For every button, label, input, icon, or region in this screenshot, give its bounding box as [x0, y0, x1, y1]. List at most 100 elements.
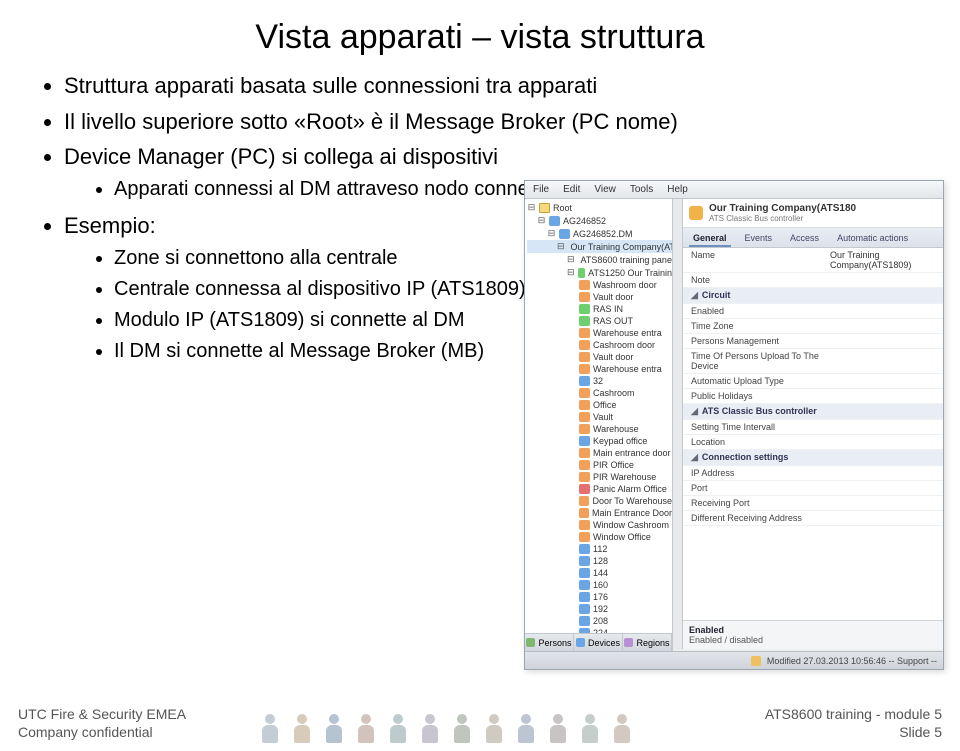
tree-toggle-icon[interactable]: ⊟: [567, 267, 575, 278]
tree-item[interactable]: Window Office: [527, 531, 672, 543]
tree-node-label: Panic Alarm Office: [593, 484, 667, 494]
property-value[interactable]: [826, 435, 943, 449]
tree-item[interactable]: ⊟ATS1250 Our Trainin: [527, 266, 672, 279]
property-value[interactable]: [826, 389, 943, 403]
tree-item[interactable]: Door To Warehouse: [527, 495, 672, 507]
property-value[interactable]: [826, 496, 943, 510]
tree-item[interactable]: Office: [527, 399, 672, 411]
tree-item[interactable]: ⊟AG246852: [527, 214, 672, 227]
tree-item[interactable]: 112: [527, 543, 672, 555]
property-value[interactable]: [826, 273, 943, 287]
tree-item[interactable]: Main entrance door: [527, 447, 672, 459]
tree-toggle-icon[interactable]: ⊟: [527, 202, 536, 213]
tree-item[interactable]: Window Cashroom: [527, 519, 672, 531]
property-row[interactable]: Persons Management: [683, 334, 943, 349]
menu-view[interactable]: View: [594, 184, 616, 195]
property-value[interactable]: [826, 481, 943, 495]
menu-file[interactable]: File: [533, 184, 549, 195]
tree-node-icon: [579, 280, 590, 290]
tree-item[interactable]: RAS OUT: [527, 315, 672, 327]
property-row[interactable]: Setting Time Intervall: [683, 420, 943, 435]
tree-item[interactable]: 160: [527, 579, 672, 591]
tree-node-label: Cashroom door: [593, 340, 655, 350]
property-row[interactable]: Location: [683, 435, 943, 450]
tree-item[interactable]: ⊟ Root: [527, 201, 672, 214]
property-row[interactable]: Enabled: [683, 304, 943, 319]
property-row[interactable]: Different Receiving Address: [683, 511, 943, 526]
tree-item[interactable]: 144: [527, 567, 672, 579]
property-key: Port: [683, 481, 826, 495]
property-value[interactable]: [826, 466, 943, 480]
property-value[interactable]: Our Training Company(ATS1809): [826, 248, 943, 272]
tab-general[interactable]: General: [689, 231, 731, 247]
menu-help[interactable]: Help: [667, 184, 688, 195]
tree-item[interactable]: PIR Office: [527, 459, 672, 471]
tree-item[interactable]: Warehouse entra: [527, 327, 672, 339]
tree-node-label: Root: [553, 203, 572, 213]
property-value[interactable]: [826, 334, 943, 348]
menu-edit[interactable]: Edit: [563, 184, 580, 195]
tree-item[interactable]: PIR Warehouse: [527, 471, 672, 483]
tree-item[interactable]: RAS IN: [527, 303, 672, 315]
property-row[interactable]: IP Address: [683, 466, 943, 481]
tree-node-label: Vault door: [593, 292, 633, 302]
property-row[interactable]: Public Holidays: [683, 389, 943, 404]
device-tree[interactable]: ⊟ Root⊟AG246852⊟AG246852.DM⊟Our Training …: [525, 199, 673, 649]
tab-persons[interactable]: Persons: [525, 634, 574, 651]
property-value[interactable]: [826, 304, 943, 318]
tree-item[interactable]: Panic Alarm Office: [527, 483, 672, 495]
tree-item[interactable]: Cashroom door: [527, 339, 672, 351]
property-row[interactable]: Time Of Persons Upload To The Device: [683, 349, 943, 374]
tree-node-label: ATS8600 training panel: [581, 255, 673, 265]
property-key: Enabled: [683, 304, 826, 318]
property-row[interactable]: Time Zone: [683, 319, 943, 334]
tree-item[interactable]: Keypad office: [527, 435, 672, 447]
desc-text: Enabled / disabled: [689, 635, 937, 645]
menu-tools[interactable]: Tools: [630, 184, 653, 195]
tree-item[interactable]: 128: [527, 555, 672, 567]
splitter[interactable]: [673, 199, 683, 649]
tree-item[interactable]: 208: [527, 615, 672, 627]
tree-node-icon: [579, 400, 590, 410]
property-value[interactable]: [826, 374, 943, 388]
tree-node-icon: [579, 508, 589, 518]
tree-node-label: 112: [593, 544, 607, 554]
property-row[interactable]: Automatic Upload Type: [683, 374, 943, 389]
tree-item[interactable]: ⊟Our Training Company(ATS: [527, 240, 672, 253]
property-value[interactable]: [826, 420, 943, 434]
tree-item[interactable]: Main Entrance Door: [527, 507, 672, 519]
tree-item[interactable]: Washroom door: [527, 279, 672, 291]
tree-toggle-icon[interactable]: ⊟: [557, 241, 565, 252]
tree-node-icon: [579, 484, 590, 494]
tree-item[interactable]: ⊟ ATS8600 training panel: [527, 253, 672, 266]
tree-item[interactable]: Vault door: [527, 351, 672, 363]
tree-item[interactable]: Vault: [527, 411, 672, 423]
tab-regions[interactable]: Regions: [623, 634, 672, 651]
property-key: ◢Circuit: [683, 288, 826, 303]
tree-toggle-icon[interactable]: ⊟: [567, 254, 575, 265]
tab-automatic-actions[interactable]: Automatic actions: [833, 231, 912, 247]
property-value[interactable]: [826, 511, 943, 525]
property-row[interactable]: Port: [683, 481, 943, 496]
tree-toggle-icon[interactable]: ⊟: [537, 215, 546, 226]
tree-toggle-icon[interactable]: ⊟: [547, 228, 556, 239]
property-row[interactable]: Note: [683, 273, 943, 288]
desc-title: Enabled: [689, 625, 937, 635]
property-value[interactable]: [826, 349, 943, 373]
tree-item[interactable]: 32: [527, 375, 672, 387]
tree-item[interactable]: Cashroom: [527, 387, 672, 399]
property-value[interactable]: [826, 319, 943, 333]
tab-events[interactable]: Events: [741, 231, 777, 247]
tree-item[interactable]: Warehouse entra: [527, 363, 672, 375]
tree-node-label: PIR Office: [593, 460, 634, 470]
tree-item[interactable]: Vault door: [527, 291, 672, 303]
property-row[interactable]: NameOur Training Company(ATS1809): [683, 248, 943, 273]
tab-access[interactable]: Access: [786, 231, 823, 247]
tree-item[interactable]: Warehouse: [527, 423, 672, 435]
tree-item[interactable]: 192: [527, 603, 672, 615]
tree-item[interactable]: 176: [527, 591, 672, 603]
property-row[interactable]: Receiving Port: [683, 496, 943, 511]
tree-item[interactable]: ⊟AG246852.DM: [527, 227, 672, 240]
tab-devices[interactable]: Devices: [574, 634, 623, 651]
tree-node-icon: [579, 556, 590, 566]
